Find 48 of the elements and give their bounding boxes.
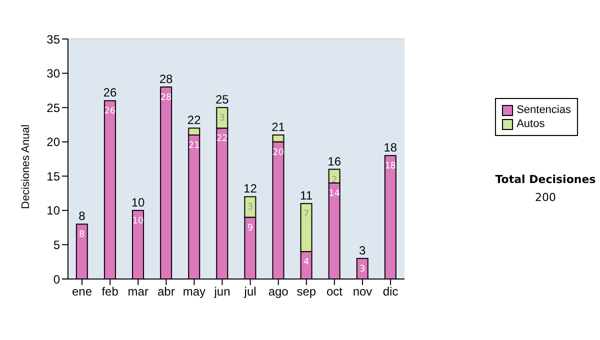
y-tick-label: 15	[46, 169, 60, 184]
x-tick-label: dic	[382, 284, 398, 299]
x-tick-label: may	[182, 284, 206, 299]
total-label: 28	[159, 72, 174, 86]
y-axis-title: Decisiones Anual	[20, 124, 32, 209]
total-label: 21	[272, 120, 286, 134]
legend-label: Autos	[516, 117, 545, 131]
x-tick-label: abr	[157, 284, 175, 299]
x-tick-label: sep	[296, 284, 316, 299]
data-label: 3	[360, 264, 366, 274]
total-label: 25	[215, 92, 230, 107]
total-label: 8	[78, 209, 86, 224]
total-label: 22	[187, 113, 202, 128]
total-label: 10	[131, 195, 145, 210]
total-label: 16	[328, 154, 342, 168]
text: 200	[534, 191, 557, 204]
y-tick-label: 20	[46, 135, 60, 150]
x-tick-label: ago	[268, 284, 289, 299]
data-label: 21	[188, 141, 200, 151]
x-tick-label: oct	[326, 284, 344, 299]
y-tick-label: 30	[46, 66, 60, 81]
data-label: 22	[216, 134, 228, 144]
text: Total Decisiones	[494, 173, 597, 186]
data-label: 8	[79, 230, 86, 240]
total-label: 12	[244, 182, 258, 196]
x-tick-label: mar	[128, 284, 148, 299]
total-label: 18	[384, 140, 398, 155]
data-label: 9	[247, 223, 254, 234]
y-tick-label: 0	[53, 272, 60, 286]
y-tick-label: 5	[53, 238, 60, 252]
x-tick-label: jun	[213, 284, 230, 299]
y-tick-label: 10	[46, 204, 60, 218]
total-label: 11	[300, 188, 313, 203]
data-label: 3	[247, 202, 254, 213]
x-tick-label: ene	[72, 284, 92, 299]
legend-label: Sentencias	[516, 103, 571, 117]
total-label: 3	[359, 243, 366, 258]
data-label: 3	[219, 114, 226, 124]
x-tick-label: nov	[352, 284, 372, 299]
x-tick-label: feb	[102, 284, 119, 299]
x-tick-label: jul	[243, 284, 256, 299]
data-label: 18	[384, 162, 396, 172]
data-label: 7	[303, 210, 310, 220]
data-label: 4	[303, 258, 310, 268]
total-label: 26	[103, 86, 117, 100]
y-tick-label: 25	[46, 100, 60, 115]
data-label: 2	[331, 175, 338, 186]
y-tick-label: 35	[46, 32, 60, 46]
